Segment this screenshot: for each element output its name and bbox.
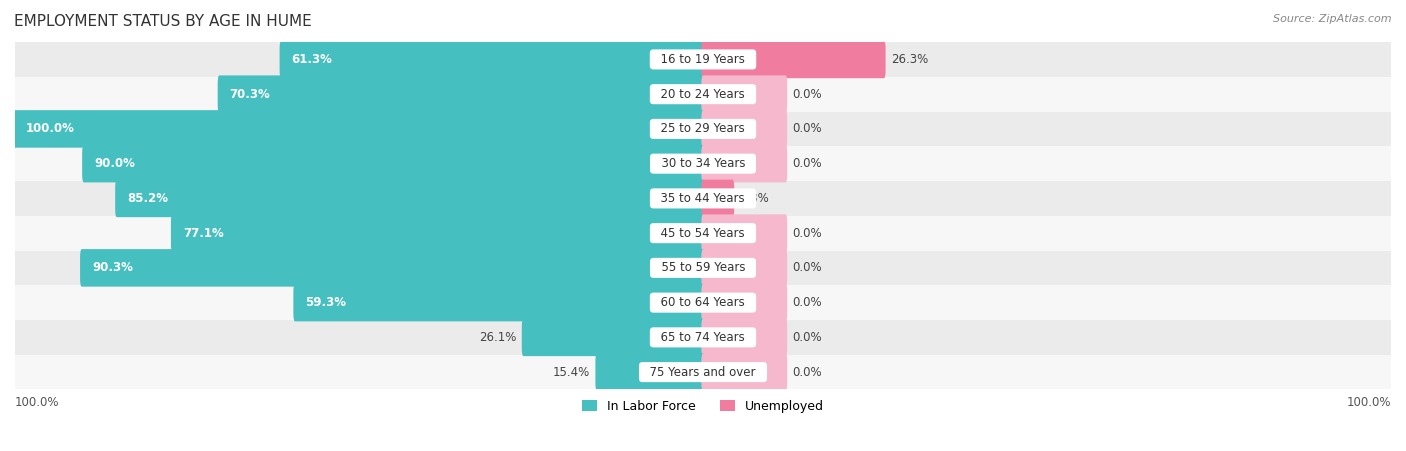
Text: 0.0%: 0.0%	[793, 331, 823, 344]
FancyBboxPatch shape	[702, 179, 734, 217]
FancyBboxPatch shape	[702, 41, 886, 78]
Text: 70.3%: 70.3%	[229, 87, 270, 101]
Text: 85.2%: 85.2%	[127, 192, 169, 205]
FancyBboxPatch shape	[702, 145, 787, 182]
FancyBboxPatch shape	[702, 214, 787, 252]
FancyBboxPatch shape	[702, 284, 787, 322]
Text: 20 to 24 Years: 20 to 24 Years	[654, 87, 752, 101]
Text: 55 to 59 Years: 55 to 59 Years	[654, 262, 752, 274]
Bar	[15, 216, 1391, 250]
FancyBboxPatch shape	[13, 110, 704, 147]
Text: 26.3%: 26.3%	[891, 53, 928, 66]
Text: 0.0%: 0.0%	[793, 366, 823, 378]
Text: EMPLOYMENT STATUS BY AGE IN HUME: EMPLOYMENT STATUS BY AGE IN HUME	[14, 14, 312, 28]
FancyBboxPatch shape	[702, 75, 787, 113]
Text: 90.3%: 90.3%	[91, 262, 134, 274]
Text: 15.4%: 15.4%	[553, 366, 591, 378]
Text: 61.3%: 61.3%	[291, 53, 332, 66]
Text: 90.0%: 90.0%	[94, 157, 135, 170]
FancyBboxPatch shape	[172, 214, 704, 252]
FancyBboxPatch shape	[294, 284, 704, 322]
Text: 26.1%: 26.1%	[479, 331, 516, 344]
Text: 0.0%: 0.0%	[793, 227, 823, 239]
Text: 0.0%: 0.0%	[793, 296, 823, 309]
Text: 4.3%: 4.3%	[740, 192, 769, 205]
Bar	[15, 320, 1391, 355]
Text: 45 to 54 Years: 45 to 54 Years	[654, 227, 752, 239]
Bar	[15, 42, 1391, 77]
FancyBboxPatch shape	[80, 249, 704, 287]
Text: 100.0%: 100.0%	[15, 396, 59, 409]
Text: 35 to 44 Years: 35 to 44 Years	[654, 192, 752, 205]
FancyBboxPatch shape	[702, 249, 787, 287]
Bar	[15, 355, 1391, 390]
Text: 100.0%: 100.0%	[25, 122, 75, 135]
Bar	[15, 77, 1391, 111]
Text: 0.0%: 0.0%	[793, 122, 823, 135]
FancyBboxPatch shape	[218, 75, 704, 113]
FancyBboxPatch shape	[522, 318, 704, 356]
Bar	[15, 111, 1391, 146]
FancyBboxPatch shape	[82, 145, 704, 182]
Bar	[15, 250, 1391, 285]
Text: Source: ZipAtlas.com: Source: ZipAtlas.com	[1274, 14, 1392, 23]
Text: 0.0%: 0.0%	[793, 87, 823, 101]
FancyBboxPatch shape	[702, 353, 787, 391]
Text: 100.0%: 100.0%	[1347, 396, 1391, 409]
Text: 65 to 74 Years: 65 to 74 Years	[654, 331, 752, 344]
Bar	[15, 285, 1391, 320]
FancyBboxPatch shape	[280, 41, 704, 78]
FancyBboxPatch shape	[702, 318, 787, 356]
FancyBboxPatch shape	[115, 179, 704, 217]
Text: 0.0%: 0.0%	[793, 262, 823, 274]
Text: 0.0%: 0.0%	[793, 157, 823, 170]
Text: 16 to 19 Years: 16 to 19 Years	[654, 53, 752, 66]
FancyBboxPatch shape	[702, 110, 787, 147]
Text: 60 to 64 Years: 60 to 64 Years	[654, 296, 752, 309]
Text: 30 to 34 Years: 30 to 34 Years	[654, 157, 752, 170]
Legend: In Labor Force, Unemployed: In Labor Force, Unemployed	[576, 395, 830, 418]
Bar	[15, 146, 1391, 181]
FancyBboxPatch shape	[595, 353, 704, 391]
Text: 25 to 29 Years: 25 to 29 Years	[654, 122, 752, 135]
Text: 77.1%: 77.1%	[183, 227, 224, 239]
Text: 59.3%: 59.3%	[305, 296, 346, 309]
Text: 75 Years and over: 75 Years and over	[643, 366, 763, 378]
Bar	[15, 181, 1391, 216]
